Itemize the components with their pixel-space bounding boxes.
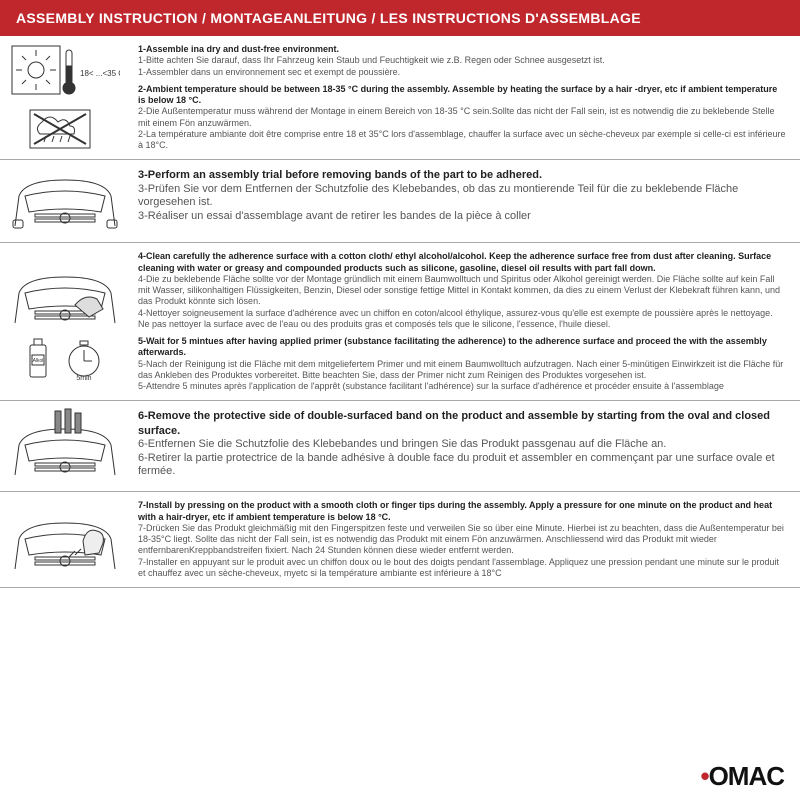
sun-no-rain-icon: 18< ...<35 C: [10, 44, 120, 104]
step-2-de: 2-Die Außentemperatur muss während der M…: [138, 106, 786, 129]
step-3: 3-Perform an assembly trial before remov…: [138, 168, 786, 224]
temp-label: 18< ...<35 C: [80, 69, 120, 78]
step-5-fr: 5-Attendre 5 minutes après l'application…: [138, 381, 786, 392]
step-7-fr: 7-Installer en appuyant sur le produit a…: [138, 557, 786, 580]
footer: •OMAC: [0, 588, 800, 800]
logo-text: OMAC: [709, 761, 784, 791]
section-5: 7-Install by pressing on the product wit…: [0, 492, 800, 588]
section-3: Alkol 5min 4-Clean carefully the adheren…: [0, 243, 800, 401]
step-3-fr: 3-Réaliser un essai d'assemblage avant d…: [138, 210, 786, 224]
step-1-en: 1-Assemble ina dry and dust-free environ…: [138, 44, 786, 55]
step-6-fr: 6-Retirer la partie protectrice de la ba…: [138, 452, 786, 480]
timer-icon: 5min: [62, 337, 106, 381]
section-2: 3-Perform an assembly trial before remov…: [0, 160, 800, 243]
step-2-fr: 2-La température ambiante doit être comp…: [138, 129, 786, 152]
car-clean-icon: [5, 263, 125, 333]
car-front-icon: [5, 166, 125, 236]
illus-4: [0, 401, 130, 491]
section-4: 6-Remove the protective side of double-s…: [0, 401, 800, 492]
step-6: 6-Remove the protective side of double-s…: [138, 409, 786, 479]
step-1-de: 1-Bitte achten Sie darauf, dass Ihr Fahr…: [138, 55, 786, 66]
step-4-de: 4-Die zu beklebende Fläche sollte vor de…: [138, 274, 786, 308]
brand-logo: •OMAC: [700, 761, 784, 792]
text-col-2: 3-Perform an assembly trial before remov…: [130, 160, 800, 242]
step-7-en: 7-Install by pressing on the product wit…: [138, 500, 786, 523]
car-tape-icon: [5, 407, 125, 485]
step-2: 2-Ambient temperature should be between …: [138, 84, 786, 152]
timer-label: 5min: [76, 375, 91, 381]
car-press-icon: [5, 501, 125, 579]
step-3-en: 3-Perform an assembly trial before remov…: [138, 168, 786, 182]
step-2-en: 2-Ambient temperature should be between …: [138, 84, 786, 107]
step-6-en: 6-Remove the protective side of double-s…: [138, 409, 786, 438]
step-1: 1-Assemble ina dry and dust-free environ…: [138, 44, 786, 78]
step-5: 5-Wait for 5 mintues after having applie…: [138, 336, 786, 392]
step-4-fr: 4-Nettoyer soigneusement la surface d'ad…: [138, 308, 786, 331]
illus-3: Alkol 5min: [0, 243, 130, 400]
text-col-5: 7-Install by pressing on the product wit…: [130, 492, 800, 587]
step-5-en: 5-Wait for 5 mintues after having applie…: [138, 336, 786, 359]
bottle-label: Alkol: [33, 358, 44, 364]
illus-5: [0, 492, 130, 587]
text-col-4: 6-Remove the protective side of double-s…: [130, 401, 800, 491]
text-col-1: 1-Assemble ina dry and dust-free environ…: [130, 36, 800, 159]
no-rain-icon: [10, 108, 120, 152]
text-col-3: 4-Clean carefully the adherence surface …: [130, 243, 800, 400]
header-bar: ASSEMBLY INSTRUCTION / MONTAGEANLEITUNG …: [0, 0, 800, 36]
section-1: 18< ...<35 C 1-Assemble ina dry and dust…: [0, 36, 800, 160]
step-5-de: 5-Nach der Reinigung ist die Fläche mit …: [138, 359, 786, 382]
step-7: 7-Install by pressing on the product wit…: [138, 500, 786, 579]
step-6-de: 6-Entfernen Sie die Schutzfolie des Kleb…: [138, 438, 786, 452]
step-4: 4-Clean carefully the adherence surface …: [138, 251, 786, 330]
illus-1: 18< ...<35 C: [0, 36, 130, 159]
header-title: ASSEMBLY INSTRUCTION / MONTAGEANLEITUNG …: [16, 10, 641, 26]
step-4-en: 4-Clean carefully the adherence surface …: [138, 251, 786, 274]
alcohol-bottle-icon: Alkol: [24, 337, 52, 381]
illus-2: [0, 160, 130, 242]
step-7-de: 7-Drücken Sie das Produkt gleichmäßig mi…: [138, 523, 786, 557]
step-3-de: 3-Prüfen Sie vor dem Entfernen der Schut…: [138, 183, 786, 211]
step-1-fr: 1-Assembler dans un environnement sec et…: [138, 67, 786, 78]
